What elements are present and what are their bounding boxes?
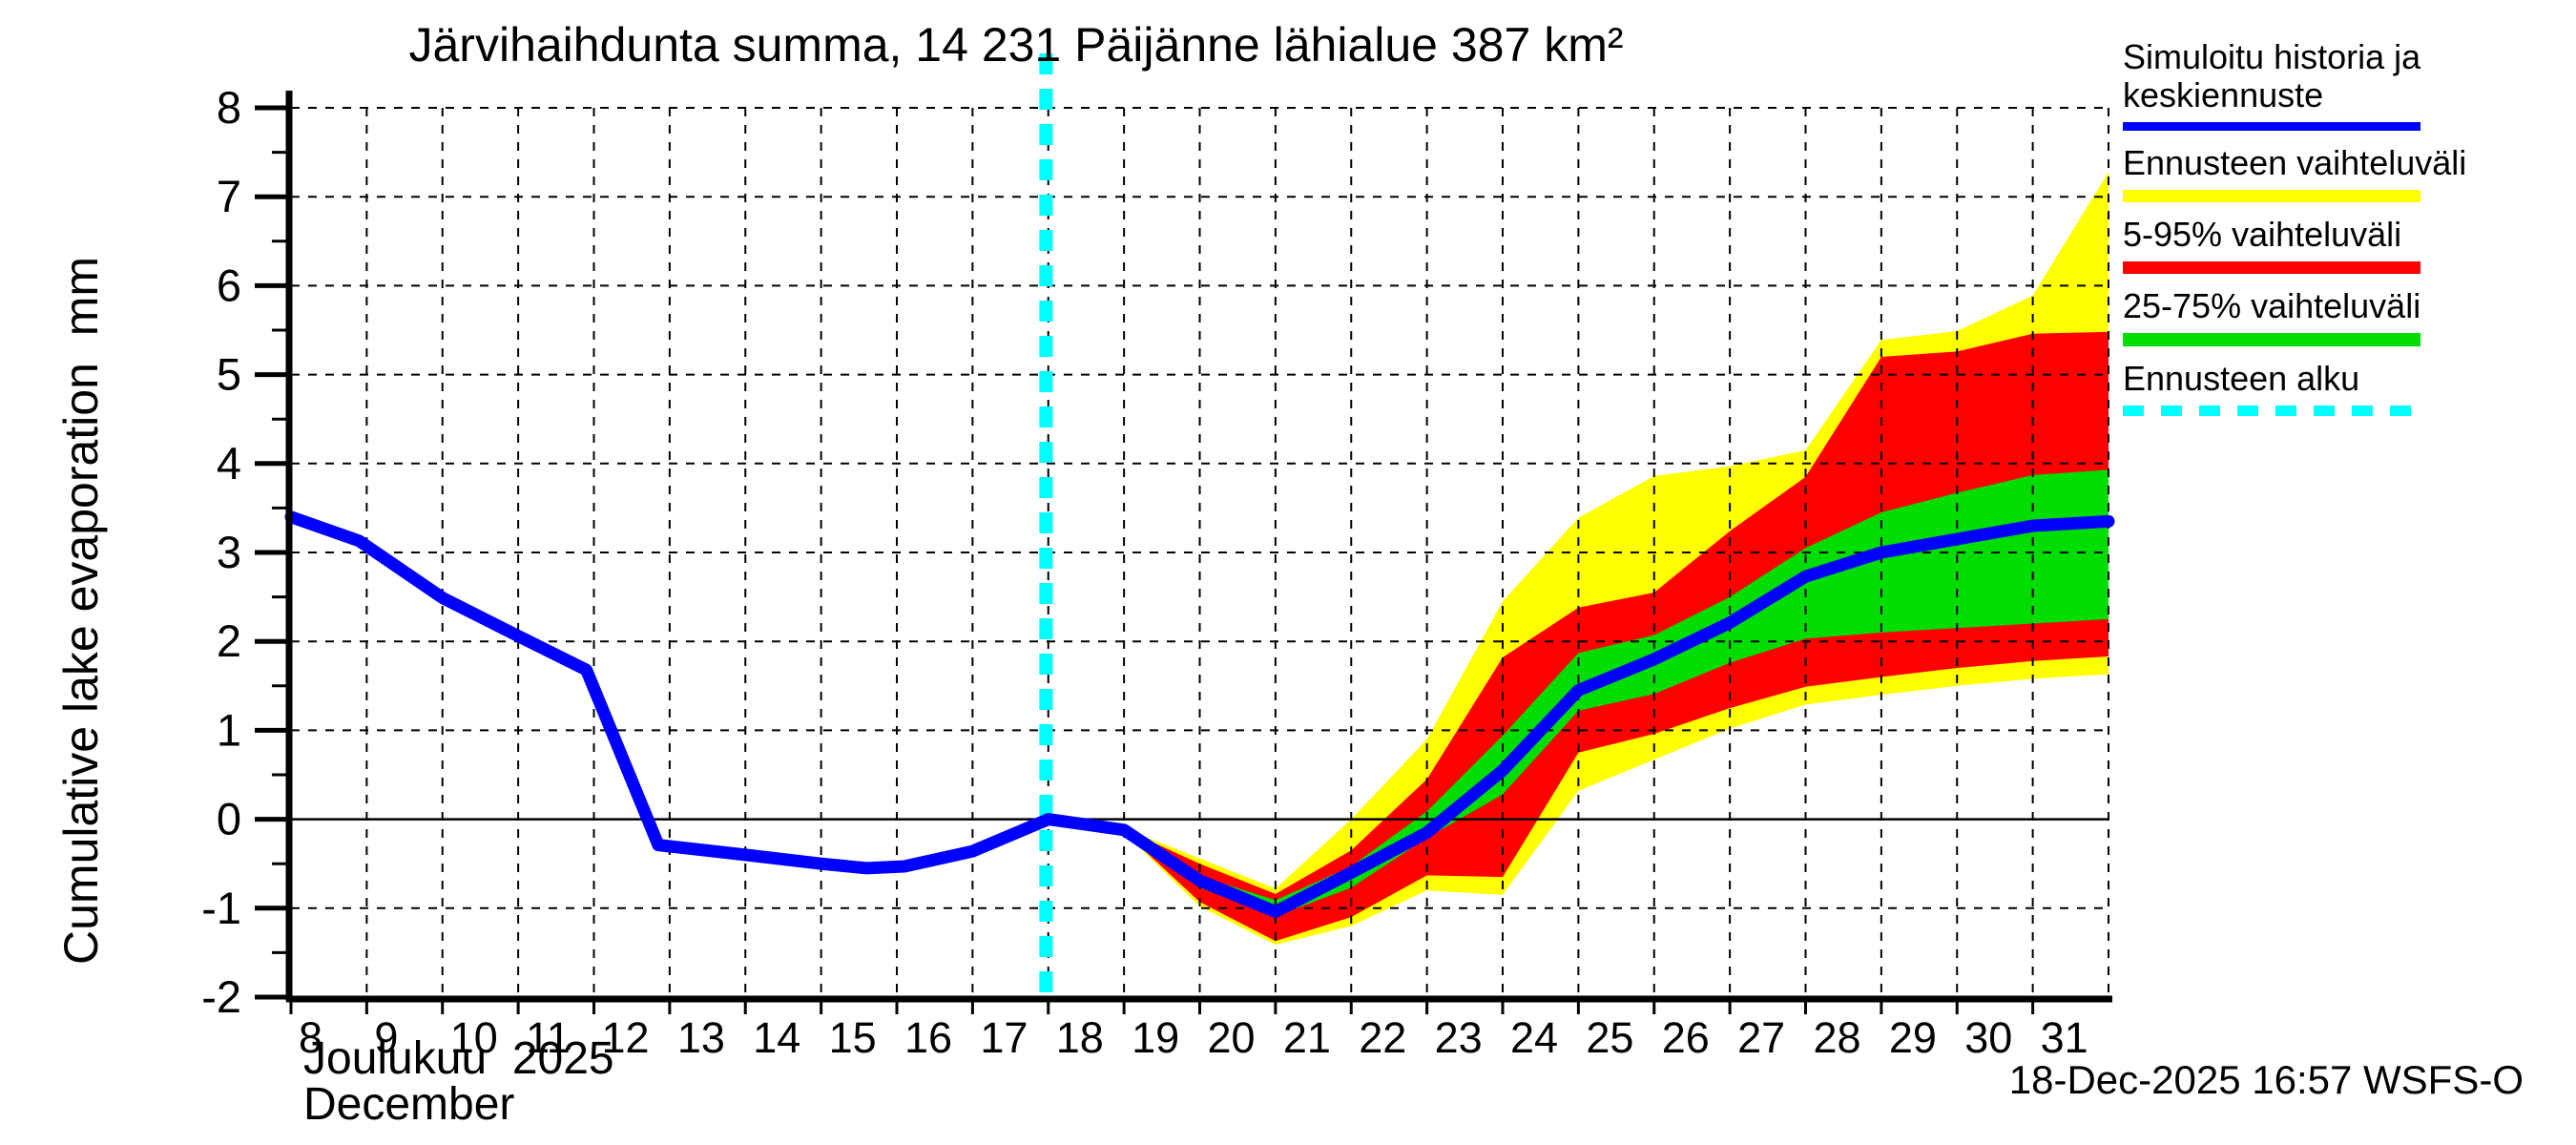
- x-day-label: 30: [1964, 1013, 2012, 1062]
- x-axis-ticks: [289, 997, 2035, 1014]
- y-tick-label: 1: [217, 704, 241, 755]
- y-tick-label: 4: [217, 438, 241, 489]
- y-tick-label: 0: [217, 794, 241, 844]
- x-axis-month-finnish: Joulukuu 2025: [303, 1033, 614, 1084]
- y-tick-label: 8: [217, 82, 241, 133]
- band-25-75: [1124, 469, 2109, 917]
- legend: Simuloitu historia ja keskiennuste Ennus…: [2123, 38, 2562, 429]
- x-day-label: 14: [753, 1013, 800, 1062]
- legend-label-history-line1: Simuloitu historia ja: [2123, 37, 2421, 76]
- y-tick-label: -2: [201, 971, 241, 1022]
- band-minmax: [1124, 172, 2109, 946]
- x-day-label: 19: [1132, 1013, 1179, 1062]
- x-day-label: 24: [1510, 1013, 1558, 1062]
- x-day-label: 27: [1737, 1013, 1785, 1062]
- legend-label-forecast-start: Ennusteen alku: [2123, 359, 2360, 398]
- chart-title: Järvihaihdunta summa, 14 231 Päijänne lä…: [408, 18, 1624, 72]
- y-tick-label: 6: [217, 260, 241, 310]
- x-day-label: 11: [526, 1013, 571, 1062]
- x-day-label: 23: [1435, 1013, 1483, 1062]
- legend-item-history: Simuloitu historia ja keskiennuste: [2123, 38, 2562, 131]
- x-day-label: 25: [1586, 1013, 1633, 1062]
- y-axis-tick-labels: 8 7 6 5 4 3 2 1 0 -1 -2: [201, 82, 241, 1022]
- x-day-label: 9: [374, 1013, 398, 1062]
- y-tick-label: 5: [217, 349, 241, 400]
- x-day-label: 20: [1208, 1013, 1256, 1062]
- y-tick-label: -1: [201, 883, 241, 933]
- legend-swatch-forecast-start: [2123, 406, 2420, 416]
- x-day-label: 28: [1814, 1013, 1861, 1062]
- band-5-95: [1124, 331, 2109, 942]
- y-axis-label: Cumulative lake evaporation mm: [54, 257, 108, 965]
- x-day-label: 15: [829, 1013, 877, 1062]
- y-tick-label: 7: [217, 171, 241, 221]
- x-day-label: 21: [1283, 1013, 1331, 1062]
- legend-item-5-95: 5-95% vaihteluväli: [2123, 216, 2562, 274]
- generation-timestamp: 18-Dec-2025 16:57 WSFS-O: [2008, 1057, 2524, 1102]
- y-axis-ticks: [255, 105, 291, 1000]
- x-day-label: 17: [980, 1013, 1028, 1062]
- x-day-label: 26: [1662, 1013, 1710, 1062]
- x-day-label: 22: [1359, 1013, 1406, 1062]
- x-day-label: 13: [677, 1013, 725, 1062]
- x-day-label: 29: [1889, 1013, 1937, 1062]
- x-day-label: 31: [2041, 1013, 2088, 1062]
- y-tick-label: 2: [217, 615, 241, 666]
- y-tick-label: 3: [217, 527, 241, 577]
- median-history-line: [284, 510, 2115, 919]
- x-day-label: 10: [450, 1013, 498, 1062]
- x-day-label: 18: [1056, 1013, 1104, 1062]
- legend-item-25-75: 25-75% vaihteluväli: [2123, 287, 2562, 346]
- x-day-label: 8: [299, 1013, 322, 1062]
- legend-label-history-line2: keskiennuste: [2123, 75, 2324, 114]
- legend-swatch-median-line: [2123, 122, 2420, 131]
- x-day-label: 12: [602, 1013, 650, 1062]
- legend-swatch-25-75: [2123, 333, 2420, 346]
- legend-item-forecast-start: Ennusteen alku: [2123, 360, 2562, 416]
- legend-label-25-75: 25-75% vaihteluväli: [2123, 286, 2421, 325]
- legend-label-minmax: Ennusteen vaihteluväli: [2123, 143, 2467, 182]
- x-axis-tick-labels: 8 9 10 11 12 13 14 15 16 17 18 19 20 21 22 23 24 25 26 27 28…: [299, 1013, 2088, 1062]
- legend-swatch-minmax: [2123, 190, 2420, 202]
- legend-item-minmax: Ennusteen vaihteluväli: [2123, 144, 2562, 202]
- legend-label-5-95: 5-95% vaihteluväli: [2123, 215, 2402, 254]
- forecast-bands: [1124, 172, 2109, 946]
- x-axis-month-english: December: [303, 1079, 515, 1130]
- x-day-label: 16: [904, 1013, 952, 1062]
- legend-swatch-5-95: [2123, 261, 2420, 274]
